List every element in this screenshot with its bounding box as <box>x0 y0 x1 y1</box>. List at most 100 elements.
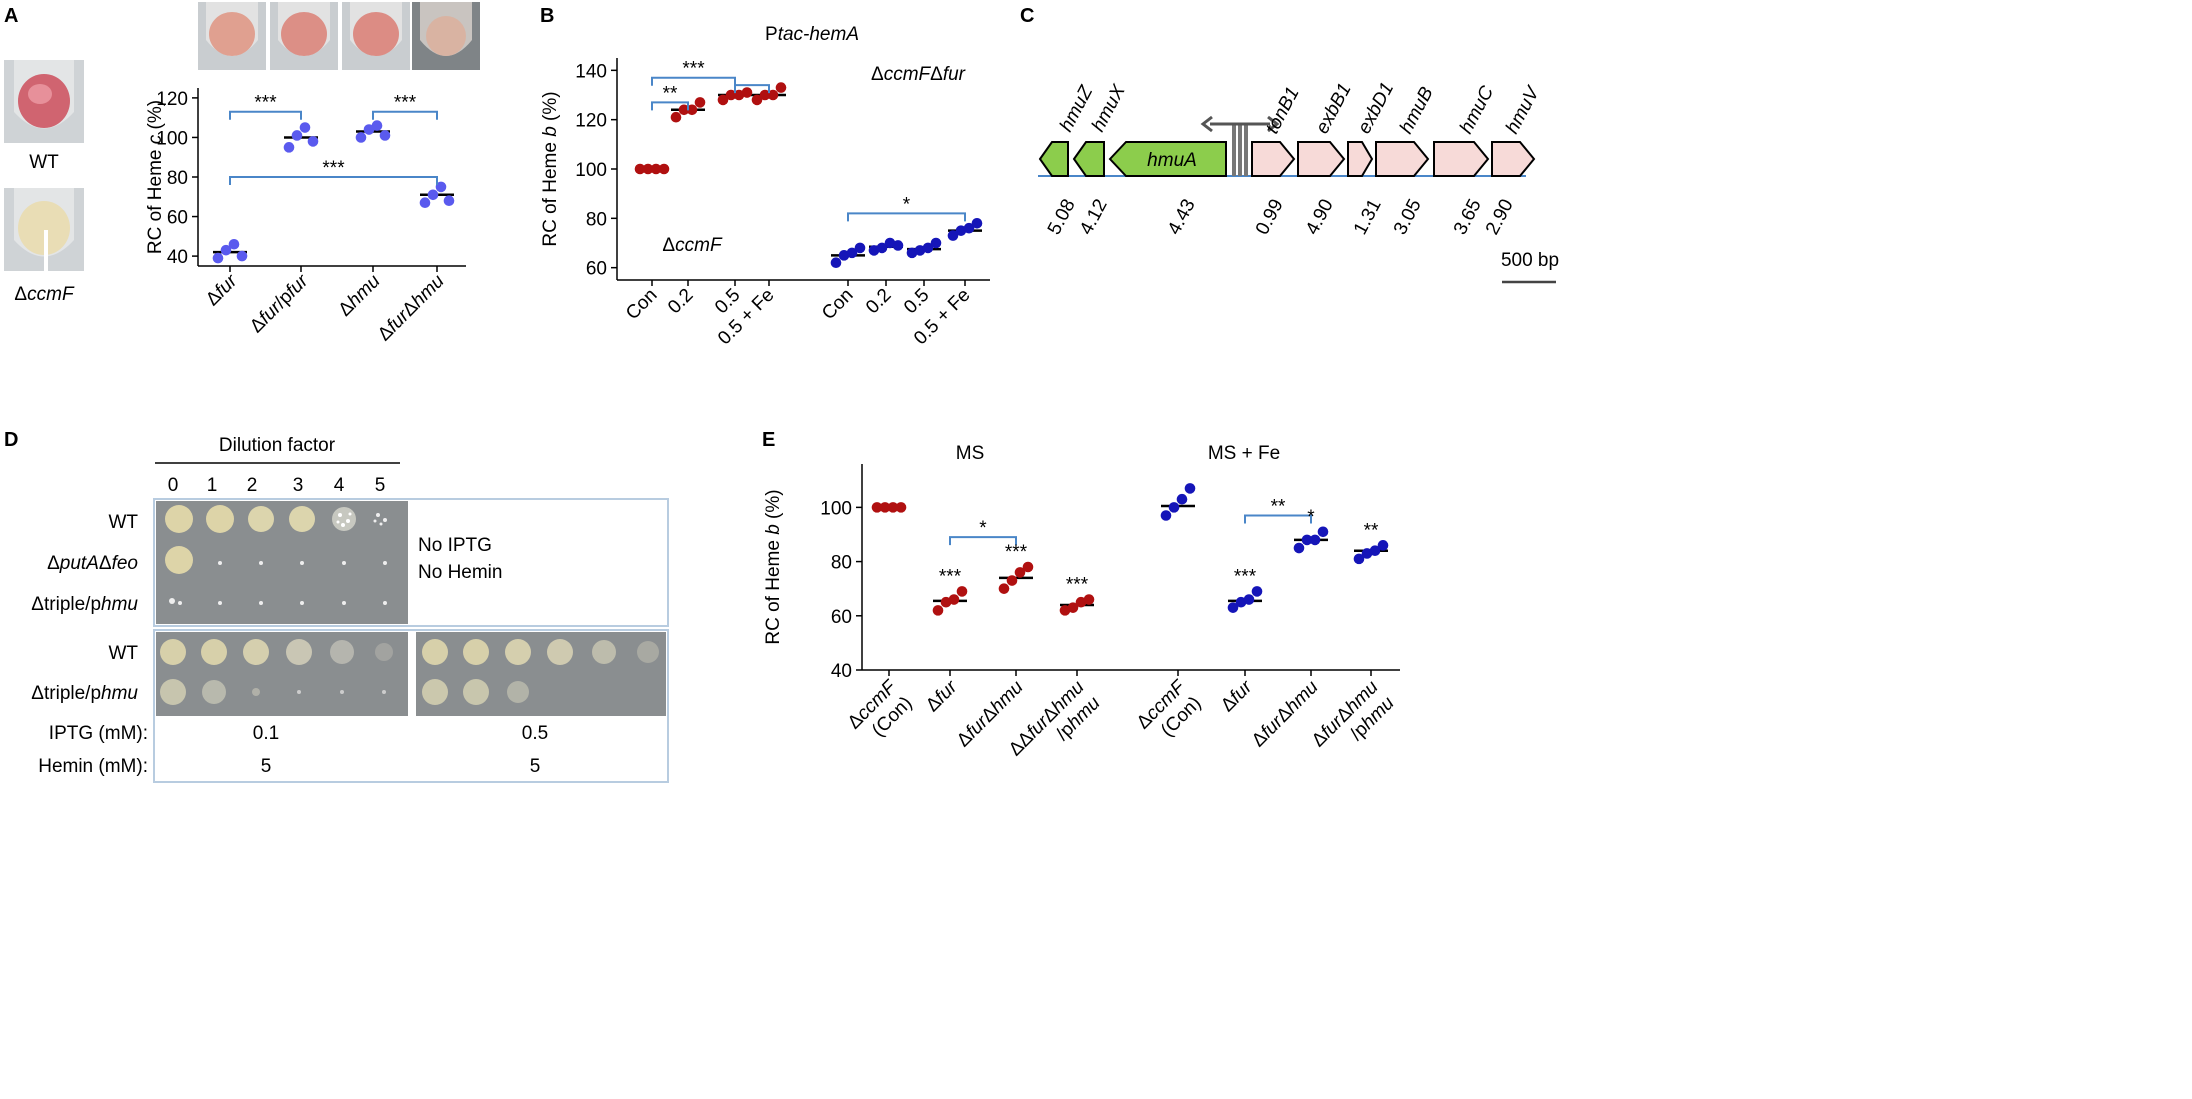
x-category-label: Δhmu <box>335 270 385 320</box>
significance-bracket <box>734 84 770 94</box>
tube-label-ccmf: ΔccmF <box>14 284 75 305</box>
data-point <box>307 136 319 147</box>
top-condition-iptg: No IPTG <box>418 535 492 556</box>
panel-e-letter: E <box>762 429 775 451</box>
bottom-strain-triple-phmu: Δtriple/phmu <box>31 683 138 704</box>
y-tick-label: 80 <box>586 209 607 230</box>
data-point <box>1176 493 1188 505</box>
y-tick-label: 100 <box>156 128 188 149</box>
data-point <box>963 222 975 234</box>
data-point <box>846 247 858 259</box>
bottom-plate-frame <box>153 629 669 783</box>
significance-label: *** <box>322 158 345 179</box>
significance-label: *** <box>1234 566 1257 587</box>
data-point <box>751 94 763 106</box>
significance-label: ** <box>1364 520 1379 541</box>
y-tick-label: 120 <box>156 89 188 110</box>
y-tick-label: 80 <box>167 168 188 189</box>
data-point <box>236 250 248 262</box>
significance-bracket <box>1244 514 1312 524</box>
data-point <box>678 104 690 116</box>
gene-arrow-hmuz <box>1038 141 1069 177</box>
significance-label: *** <box>394 93 417 114</box>
scale-bar-label: 500 bp <box>1501 250 1559 271</box>
significance-bracket <box>372 110 438 120</box>
panel-b-group2-label: ΔccmFΔfur <box>871 64 966 85</box>
data-point <box>887 502 899 513</box>
data-point <box>1075 596 1087 608</box>
top-plate <box>156 501 408 624</box>
y-tick-label: 40 <box>831 661 852 682</box>
data-point <box>922 242 934 254</box>
data-point <box>725 89 737 101</box>
data-point <box>1014 567 1026 578</box>
data-point <box>1168 502 1180 513</box>
top-strain-wt: WT <box>108 512 138 533</box>
data-point <box>1353 553 1365 565</box>
data-point <box>948 594 960 605</box>
hemin-value-right: 5 <box>530 756 541 777</box>
data-point <box>930 237 942 249</box>
significance-bracket <box>949 536 1017 546</box>
x-category-label: Δfur/pfur <box>246 270 313 337</box>
y-axis-label: RC of Heme c (%) <box>145 100 166 254</box>
x-category-label: 0.5 <box>900 285 934 319</box>
gene-arrow-hmux <box>1072 141 1105 177</box>
fold-value-tonb1: 0.99 <box>1252 196 1288 239</box>
x-category-label: Con <box>622 285 661 324</box>
data-point <box>971 217 983 229</box>
y-tick-label: 60 <box>831 607 852 628</box>
significance-bracket <box>847 212 966 222</box>
data-point <box>871 502 883 513</box>
data-point <box>1243 594 1255 605</box>
gene-arrow-hmua <box>1108 141 1227 177</box>
data-point <box>741 87 753 98</box>
data-point <box>363 124 375 135</box>
data-point <box>443 195 455 207</box>
gene-name-hmuc: hmuC <box>1456 82 1498 137</box>
data-point <box>1309 534 1321 546</box>
top-condition-hemin: No Hemin <box>418 562 502 583</box>
gene-name-hmux: hmuX <box>1088 80 1130 135</box>
fold-value-hmua: 4.43 <box>1164 196 1200 239</box>
gene-name-hmuv: hmuV <box>1502 82 1545 138</box>
y-tick-label: 60 <box>586 259 607 280</box>
significance-label: *** <box>254 93 277 114</box>
y-tick-label: 120 <box>575 111 607 132</box>
data-point <box>1022 561 1034 573</box>
y-axis-label: RC of Heme b (%) <box>763 489 784 644</box>
data-point <box>1301 534 1313 546</box>
data-point <box>759 89 771 101</box>
y-tick-label: 80 <box>831 553 852 574</box>
gene-arrow-tonb1 <box>1251 141 1296 177</box>
significance-label: ** <box>663 83 678 104</box>
panel-e-group1-label: MS <box>956 443 985 464</box>
dilution-2: 2 <box>247 475 258 496</box>
fold-value-hmub: 3.05 <box>1390 196 1426 239</box>
data-point <box>212 252 224 264</box>
top-plate-colonies <box>165 505 387 605</box>
data-point <box>876 242 888 254</box>
tube-photo-ccmf <box>4 188 84 271</box>
data-point <box>775 82 787 93</box>
panel-c-letter: C <box>1020 5 1034 27</box>
top-strain-putafeo: ΔputAΔfeo <box>47 553 138 574</box>
data-point <box>1083 594 1095 605</box>
data-point <box>884 237 896 249</box>
fold-value-exbd1: 1.31 <box>1350 196 1386 239</box>
panel-b-group1-label: ΔccmF <box>662 235 723 256</box>
dilution-0: 0 <box>168 475 179 496</box>
x-category-label: Con <box>818 285 857 324</box>
gene-arrow-exbb1 <box>1297 141 1346 177</box>
hemin-label: Hemin (mM): <box>38 756 148 777</box>
figure: A WT ΔccmF <box>4 2 1559 783</box>
data-point <box>956 586 968 597</box>
x-category-label: 0.2 <box>664 285 698 319</box>
data-point <box>1227 602 1239 613</box>
data-point <box>955 225 967 236</box>
data-point <box>427 189 439 201</box>
significance-label: *** <box>939 566 962 587</box>
data-point <box>220 244 232 256</box>
